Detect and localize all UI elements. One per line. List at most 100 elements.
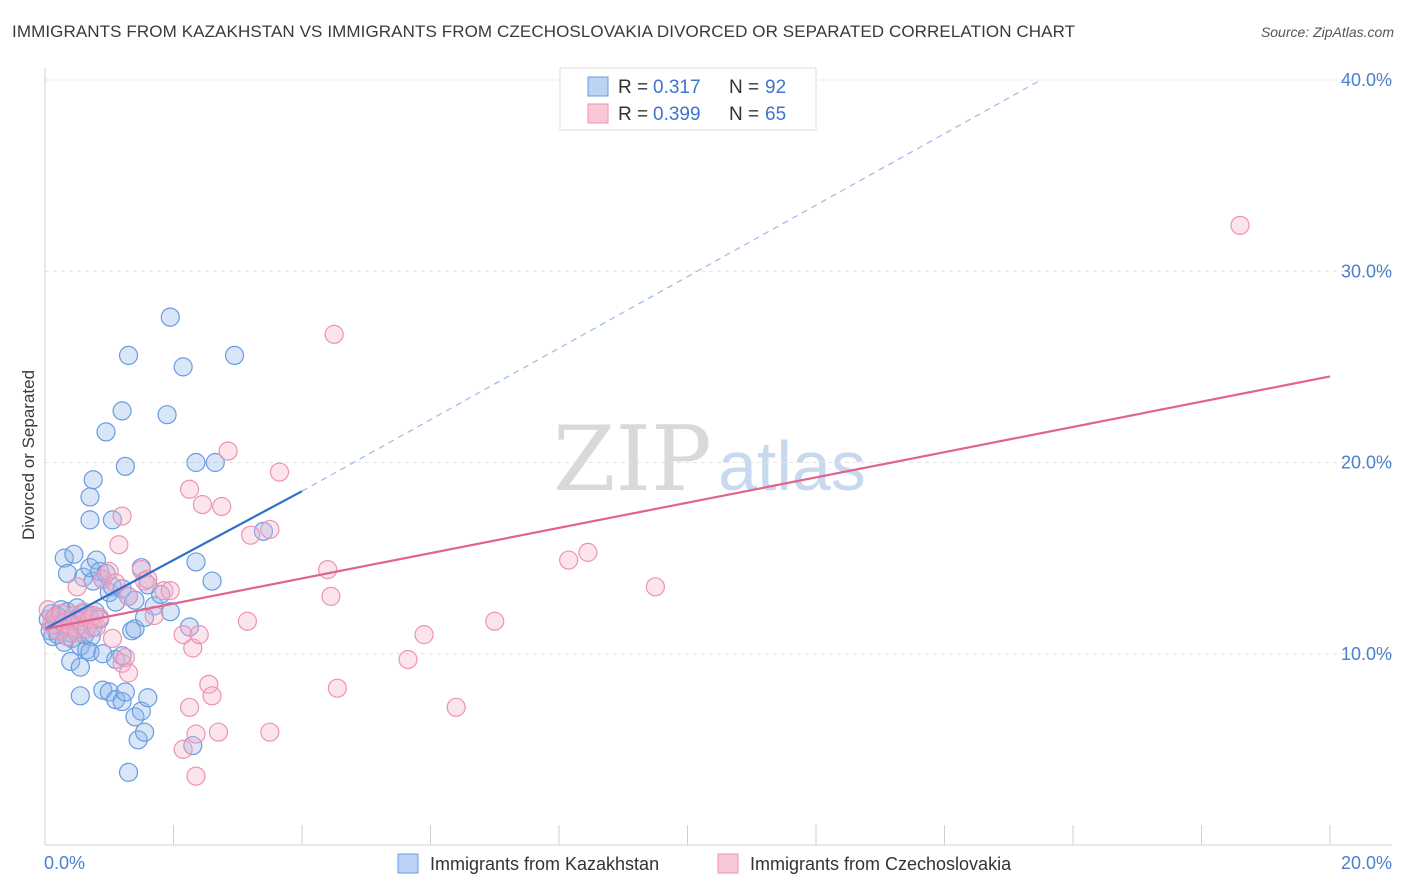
- czechoslovakia-point: [99, 561, 119, 582]
- czechoslovakia-point: [414, 625, 434, 645]
- czechoslovakia-point: [324, 324, 344, 344]
- czechoslovakia-point: [189, 625, 209, 645]
- czechoslovakia-point: [260, 722, 280, 742]
- bottom-legend-swatch-czechoslovakia: [717, 853, 739, 874]
- kazakhstan-point: [173, 357, 193, 377]
- series-kazakhstan-points: [38, 307, 274, 782]
- kazakhstan-point: [64, 544, 84, 564]
- kazakhstan-point: [96, 422, 116, 442]
- legend-n-label-1: N =: [729, 77, 759, 98]
- trend-lines: [44, 79, 1331, 630]
- czechoslovakia-point: [1230, 215, 1250, 235]
- y-tick-label-10: 10.0%: [1341, 644, 1392, 664]
- kazakhstan-point: [115, 682, 135, 702]
- legend-r-value-1: 0.317: [653, 77, 701, 98]
- kazakhstan-point: [54, 548, 74, 568]
- kazakhstan-point: [122, 621, 142, 641]
- czechoslovakia-point: [318, 559, 338, 580]
- czechoslovakia-point: [115, 647, 135, 668]
- kazakhstan-point: [80, 510, 100, 530]
- kazakhstan-point: [115, 456, 135, 476]
- czechoslovakia-point: [38, 600, 58, 620]
- czechoslovakia-point: [173, 625, 193, 645]
- kazakhstan-point: [186, 552, 206, 572]
- czechoslovakia-point: [202, 686, 222, 706]
- kazakhstan-point: [160, 602, 180, 622]
- kazakhstan-point: [118, 345, 139, 365]
- source-credit: Source: ZipAtlas.com: [1260, 24, 1394, 40]
- kazakhstan-point: [99, 682, 119, 702]
- kazakhstan-point: [157, 405, 177, 425]
- y-tick-label-20: 20.0%: [1341, 453, 1392, 473]
- czechoslovakia-point: [154, 581, 174, 601]
- czechoslovakia-point: [186, 724, 206, 744]
- kazakhstan-point: [118, 762, 139, 782]
- y-tick-label-40: 40.0%: [1341, 70, 1392, 90]
- czechoslovakia-point: [237, 611, 257, 631]
- czechoslovakia-point: [260, 519, 280, 540]
- x-tick-label-min: 0.0%: [44, 853, 85, 873]
- czechoslovakia-point: [208, 722, 229, 742]
- czechoslovakia-point: [67, 623, 87, 643]
- kazakhstan-point: [179, 617, 200, 637]
- kazakhstan-point: [83, 470, 103, 490]
- czechoslovakia-point: [112, 653, 132, 673]
- czechoslovakia-point: [173, 739, 193, 759]
- legend-r-label-2: R =: [618, 104, 648, 125]
- czechoslovakia-point: [398, 649, 418, 670]
- kazakhstan-point: [138, 688, 158, 708]
- kazakhstan-point: [112, 646, 132, 666]
- bottom-legend-label-kazakhstan: Immigrants from Kazakhstan: [430, 854, 659, 874]
- y-tick-labels: 10.0% 20.0% 30.0% 40.0%: [1341, 70, 1392, 664]
- czechoslovakia-point: [118, 586, 139, 606]
- kazakhstan-point: [205, 452, 225, 473]
- trend-line-czechoslovakia: [44, 375, 1331, 630]
- bottom-legend: Immigrants from Kazakhstan Immigrants fr…: [397, 853, 1012, 874]
- trend-line-kazakhstan-extension: [301, 79, 1042, 492]
- czechoslovakia-point: [485, 611, 505, 631]
- grid-lines: [45, 79, 1392, 655]
- czechoslovakia-point: [93, 569, 113, 589]
- czechoslovakia-point: [446, 697, 466, 717]
- czechoslovakia-point: [645, 577, 665, 597]
- czechoslovakia-point: [102, 628, 123, 649]
- bottom-legend-label-czechoslovakia: Immigrants from Czechoslovakia: [750, 854, 1012, 874]
- kazakhstan-point: [61, 651, 81, 672]
- czechoslovakia-point: [118, 663, 139, 683]
- kazakhstan-point: [86, 550, 107, 570]
- legend-n-value-1: 92: [765, 77, 786, 98]
- czechoslovakia-point: [179, 479, 200, 499]
- kazakhstan-point: [57, 563, 78, 584]
- kazakhstan-point: [102, 510, 123, 530]
- czechoslovakia-point: [212, 496, 232, 517]
- legend-swatch-czechoslovakia: [587, 103, 609, 124]
- czechoslovakia-point: [106, 573, 126, 593]
- czechoslovakia-point: [112, 506, 132, 526]
- legend-swatch-kazakhstan: [587, 76, 609, 97]
- kazakhstan-point: [183, 735, 203, 756]
- czechoslovakia-point: [241, 525, 261, 545]
- czechoslovakia-point: [67, 577, 87, 597]
- legend-n-label-2: N =: [729, 104, 759, 125]
- legend-n-value-2: 65: [765, 104, 786, 125]
- kazakhstan-point: [134, 722, 155, 742]
- x-axis-ticks: [44, 825, 1331, 845]
- czechoslovakia-point: [327, 678, 347, 698]
- czechoslovakia-point: [578, 542, 598, 562]
- y-tick-label-30: 30.0%: [1341, 261, 1392, 281]
- kazakhstan-point: [80, 487, 100, 507]
- x-tick-label-max: 20.0%: [1341, 853, 1392, 873]
- series-czechoslovakia-points: [38, 215, 1250, 786]
- trend-line-kazakhstan: [44, 490, 303, 630]
- czechoslovakia-point: [160, 581, 180, 601]
- kazakhstan-point: [160, 307, 180, 327]
- kazakhstan-point: [70, 686, 90, 706]
- kazakhstan-point: [186, 452, 206, 473]
- czechoslovakia-point: [559, 550, 579, 570]
- legend-r-value-2: 0.399: [653, 104, 701, 125]
- kazakhstan-point: [224, 345, 245, 365]
- czechoslovakia-point: [218, 441, 238, 461]
- bottom-legend-swatch-kazakhstan: [397, 853, 419, 874]
- y-axis-label: Divorced or Separated: [19, 370, 38, 540]
